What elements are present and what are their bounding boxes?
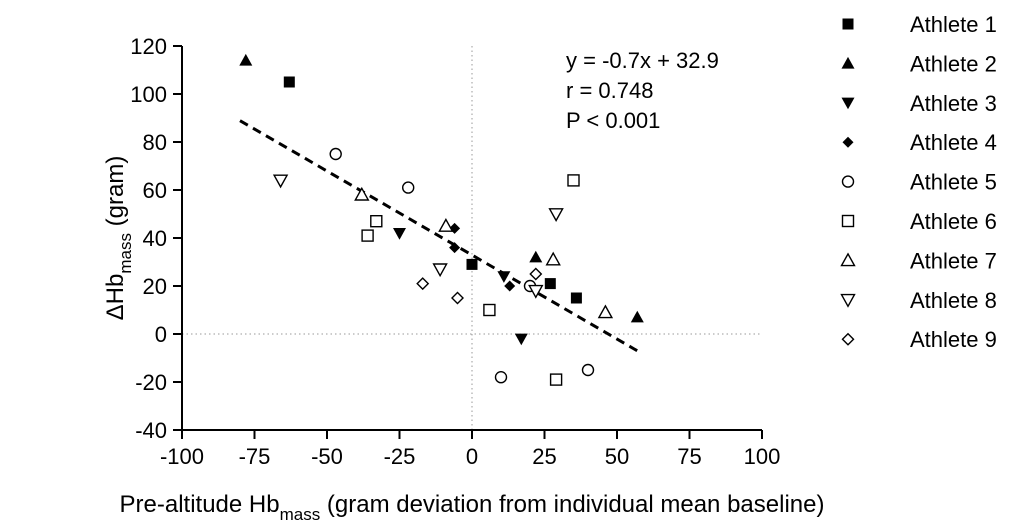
data-point <box>597 304 614 319</box>
x-axis-label: Pre-altitude Hbmass (gram deviation from… <box>120 491 825 524</box>
legend-marker-icon <box>840 293 856 308</box>
y-tick-label: 100 <box>130 82 167 107</box>
data-point <box>548 208 564 222</box>
legend-label: Athlete 2 <box>910 51 997 76</box>
y-tick-label: -20 <box>135 370 167 395</box>
legend-marker-icon <box>841 175 855 188</box>
data-point <box>504 280 516 292</box>
data-point <box>549 373 563 386</box>
legend-label: Athlete 8 <box>910 288 997 313</box>
data-point <box>402 181 415 194</box>
data-point <box>283 76 295 88</box>
series-athlete-4 <box>449 222 516 292</box>
series-athlete-9 <box>416 267 543 305</box>
data-point <box>432 263 448 278</box>
legend-marker-icon <box>842 136 854 148</box>
x-tick-label: -100 <box>160 444 204 469</box>
x-tick-label: 0 <box>466 444 478 469</box>
series-athlete-3 <box>393 228 528 346</box>
data-point <box>393 228 406 240</box>
legend-item: Athlete 4 <box>842 130 997 155</box>
series-athlete-6 <box>361 174 580 386</box>
legend-marker-icon <box>842 18 854 30</box>
data-point <box>630 310 644 323</box>
data-point <box>438 218 454 232</box>
legend-item: Athlete 7 <box>840 248 997 273</box>
series-athlete-7 <box>354 186 614 319</box>
legend-marker-icon <box>840 252 856 267</box>
legend-item: Athlete 8 <box>840 288 997 313</box>
data-point <box>451 291 464 305</box>
y-tick-label: 80 <box>143 130 167 155</box>
data-point <box>529 250 543 263</box>
legend-label: Athlete 3 <box>910 91 997 116</box>
data-point <box>570 292 582 304</box>
legend-marker-icon <box>841 56 855 69</box>
legend-label: Athlete 5 <box>910 170 997 195</box>
legend-label: Athlete 9 <box>910 327 997 352</box>
data-point <box>567 174 580 187</box>
legend-item: Athlete 5 <box>841 170 997 195</box>
legend-marker-icon <box>841 214 855 228</box>
series-athlete-2 <box>239 53 644 323</box>
legend-item: Athlete 2 <box>841 51 997 76</box>
legend-marker-icon <box>841 332 855 346</box>
x-tick-label: -75 <box>239 444 271 469</box>
series-athlete-1 <box>283 76 582 304</box>
legend-label: Athlete 7 <box>910 248 997 273</box>
y-tick-label: 40 <box>143 226 167 251</box>
data-point <box>449 242 461 254</box>
y-axis-label: ΔHbmass (gram) <box>102 156 135 321</box>
data-point <box>361 229 374 242</box>
annotation-equation: y = -0.7x + 32.9 <box>566 48 719 73</box>
y-tick-label: 60 <box>143 178 167 203</box>
plot-area: -100 -75 -50 -25 0 25 50 75 100 -40 -20 0 20 40 60 80 10… <box>130 34 780 469</box>
legend: Athlete 1 Athlete 2 Athlete 3 Athlete 4 Athl… <box>840 12 997 352</box>
legend-label: Athlete 6 <box>910 209 997 234</box>
y-tick-label: 120 <box>130 34 167 59</box>
data-point <box>370 214 383 228</box>
data-point <box>494 371 508 384</box>
legend-label: Athlete 1 <box>910 12 997 37</box>
data-point <box>272 174 289 189</box>
data-point <box>529 267 543 281</box>
y-tick-label: 20 <box>143 274 167 299</box>
legend-item: Athlete 9 <box>841 327 997 352</box>
x-tick-label: 100 <box>744 444 781 469</box>
data-point <box>466 258 478 270</box>
x-tick-label: 75 <box>677 444 701 469</box>
x-tick-label: 50 <box>605 444 629 469</box>
data-point <box>545 251 561 266</box>
annotation-p-value: P < 0.001 <box>566 108 660 133</box>
data-point <box>514 333 528 346</box>
legend-label: Athlete 4 <box>910 130 997 155</box>
data-point <box>528 284 544 299</box>
data-point <box>354 186 370 201</box>
legend-item: Athlete 3 <box>841 91 997 116</box>
series-athlete-5 <box>329 147 595 384</box>
y-tick-label: -40 <box>135 418 167 443</box>
data-point <box>581 363 595 377</box>
data-point <box>329 147 342 161</box>
x-tick-label: -25 <box>384 444 416 469</box>
legend-item: Athlete 1 <box>842 12 997 37</box>
legend-item: Athlete 6 <box>841 209 997 234</box>
data-point <box>239 53 253 66</box>
y-tick-label: 0 <box>155 322 167 347</box>
data-point <box>416 277 430 291</box>
data-point <box>544 278 556 290</box>
legend-marker-icon <box>841 97 855 110</box>
x-tick-label: 25 <box>532 444 556 469</box>
regression-line <box>239 119 639 353</box>
annotation-r-value: r = 0.748 <box>566 78 653 103</box>
data-point <box>497 271 511 283</box>
series-athlete-8 <box>272 174 564 299</box>
data-point <box>483 303 496 317</box>
x-tick-label: -50 <box>311 444 343 469</box>
